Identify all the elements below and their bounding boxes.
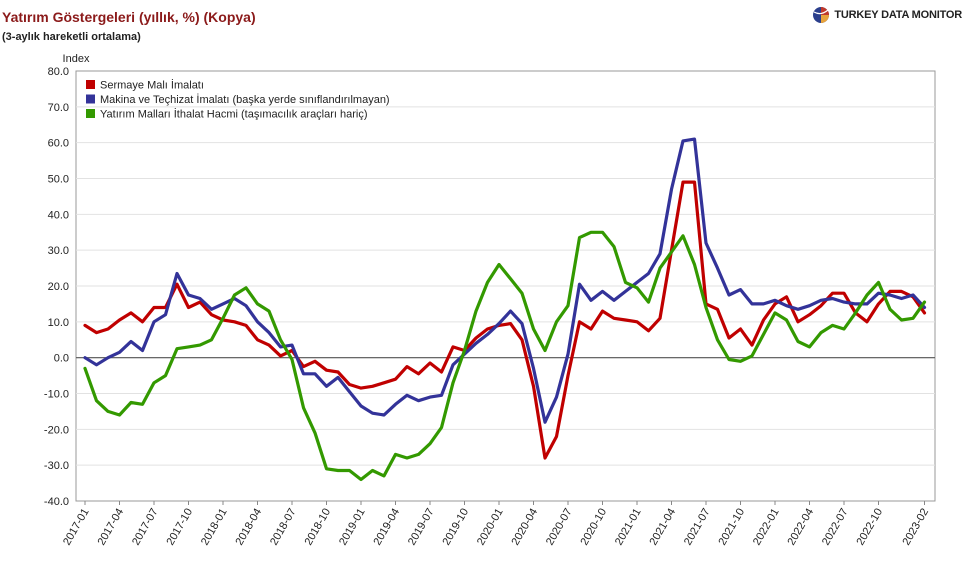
y-tick-label: -30.0 — [44, 460, 69, 472]
legend-label: Makina ve Teçhizat İmalatı (başka yerde … — [100, 93, 390, 106]
legend-swatch — [86, 94, 95, 104]
legend-label: Sermaye Malı İmalatı — [100, 79, 204, 92]
y-tick-label: 80.0 — [48, 66, 69, 78]
brand-name: TURKEY DATA MONITOR — [834, 9, 962, 21]
x-tick-label: 2021-10 — [717, 507, 748, 548]
y-tick-label: -40.0 — [44, 496, 69, 508]
series-line-3[interactable] — [83, 230, 927, 482]
y-tick-label: 10.0 — [48, 317, 69, 329]
x-tick-label: 2020-10 — [579, 507, 610, 548]
y-tick-label: 60.0 — [48, 138, 69, 150]
x-tick-label: 2017-04 — [96, 507, 127, 548]
x-tick-label: 2017-01 — [61, 507, 92, 548]
x-tick-label: 2019-01 — [337, 507, 368, 548]
x-tick-label: 2018-07 — [268, 507, 299, 548]
x-tick-label: 2017-10 — [165, 507, 196, 548]
y-axis-label: Index — [63, 53, 90, 65]
x-tick-label: 2022-10 — [855, 507, 886, 548]
y-tick-label: -10.0 — [44, 389, 69, 401]
brand-logo[interactable]: TURKEY DATA MONITOR — [812, 6, 962, 24]
y-tick-label: 0.0 — [54, 353, 69, 365]
y-tick-label: 70.0 — [48, 102, 69, 114]
y-tick-label: 30.0 — [48, 245, 69, 257]
x-tick-label: 2022-04 — [786, 507, 817, 548]
x-tick-label: 2018-01 — [199, 507, 230, 548]
x-tick-label: 2022-07 — [820, 507, 851, 548]
x-tick-label: 2022-01 — [751, 507, 782, 548]
y-tick-label: 40.0 — [48, 209, 69, 221]
x-tick-label: 2020-07 — [544, 507, 575, 548]
y-tick-label: 50.0 — [48, 174, 69, 186]
x-tick-label: 2019-04 — [372, 507, 403, 548]
x-tick-label: 2023-02 — [901, 507, 932, 548]
series-line-2[interactable] — [83, 137, 927, 424]
y-tick-label: 20.0 — [48, 281, 69, 293]
series-line-1[interactable] — [83, 180, 927, 460]
chart-subtitle: (3-aylık hareketli ortalama) — [2, 31, 141, 43]
x-tick-label: 2017-07 — [130, 507, 161, 548]
y-tick-label: -20.0 — [44, 424, 69, 436]
x-tick-label: 2018-04 — [234, 507, 265, 548]
globe-icon — [813, 7, 830, 23]
x-tick-label: 2020-01 — [475, 507, 506, 548]
x-tick-label: 2021-01 — [613, 507, 644, 548]
legend-swatch — [86, 80, 95, 89]
x-tick-label: 2019-10 — [441, 507, 472, 548]
x-tick-label: 2019-07 — [406, 507, 437, 548]
x-tick-label: 2020-04 — [510, 507, 541, 548]
x-tick-label: 2018-10 — [303, 507, 334, 548]
legend-label: Yatırım Malları İthalat Hacmi (taşımacıl… — [100, 108, 368, 121]
legend-swatch — [86, 109, 95, 118]
x-tick-label: 2021-04 — [648, 507, 679, 548]
x-tick-label: 2021-07 — [682, 507, 713, 548]
chart-title: Yatırım Göstergeleri (yıllık, %) (Kopya) — [2, 9, 256, 25]
